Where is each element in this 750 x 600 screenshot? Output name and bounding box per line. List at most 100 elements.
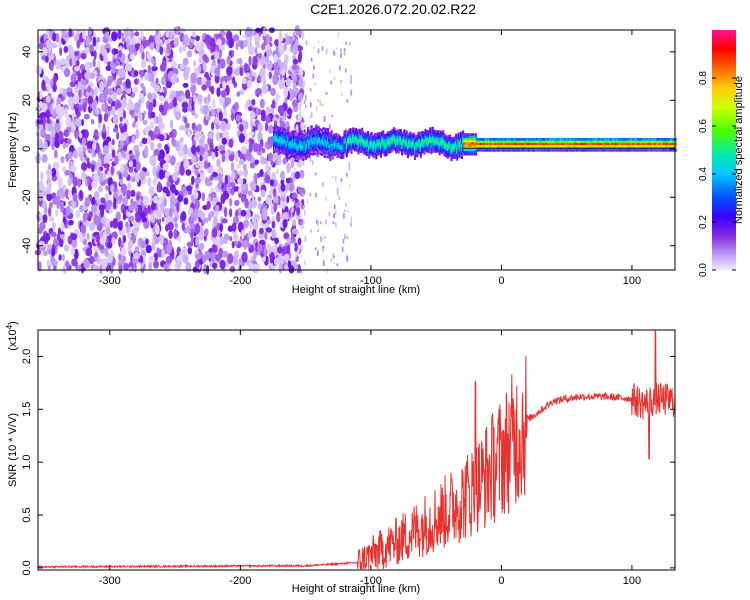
spectrogram-cell — [294, 167, 296, 172]
spectrogram-cell — [211, 121, 215, 131]
spectrogram-cell — [52, 32, 57, 42]
spectrogram-cell — [292, 63, 298, 71]
spectrogram-cell — [81, 137, 86, 146]
spectrogram-cell — [333, 255, 335, 259]
spectrogram-cell — [409, 131, 412, 135]
spectrogram-cell — [67, 190, 72, 200]
spectrogram-cell — [216, 87, 221, 98]
spectrogram-cell — [303, 80, 306, 87]
spectrogram-cell — [229, 208, 233, 218]
spectrogram-cell — [339, 65, 341, 71]
spectrogram-cell — [194, 112, 199, 119]
spectrogram-cell — [239, 158, 245, 165]
spectrogram-cell — [111, 237, 116, 245]
spectrogram-cell — [199, 224, 204, 234]
spectrogram-cell — [123, 110, 126, 120]
spectrogram-cell — [224, 98, 229, 107]
spectrogram-cell — [350, 78, 352, 84]
spectrogram-cell — [105, 185, 109, 191]
spectrogram-cell — [99, 258, 105, 265]
spectrogram-cell — [295, 39, 298, 45]
spectrogram-cell — [273, 202, 277, 213]
spectrogram-cell — [298, 130, 301, 133]
spectrogram-cell — [227, 253, 234, 265]
spectrogram-cell — [65, 261, 70, 268]
spectrogram-cell — [53, 264, 57, 271]
spectrogram-cell — [70, 233, 78, 241]
spectrogram-cell — [243, 62, 248, 72]
spectrogram-cell — [103, 247, 109, 254]
spectrogram-cell — [174, 189, 179, 196]
spectrogram-cell — [346, 255, 348, 261]
spectrogram-cell — [260, 115, 267, 122]
spectrogram-cell — [302, 160, 305, 165]
spectrogram-cell — [140, 82, 145, 89]
spectrogram-cell — [309, 125, 311, 128]
spectrogram-cell — [38, 139, 44, 150]
spectrogram-cell — [122, 197, 129, 206]
spectrogram-cell — [257, 75, 261, 83]
spectrogram-cell — [158, 134, 165, 141]
spectrogram-cell — [341, 246, 344, 252]
spectrogram-cell — [100, 197, 106, 204]
spectrogram-cell — [74, 66, 80, 72]
spectrogram-cell — [75, 210, 81, 218]
spectrogram-cell — [302, 205, 305, 209]
spectrogram-cell — [278, 61, 284, 69]
spectrogram-cell — [300, 121, 304, 131]
spectrogram-cell — [95, 234, 99, 243]
spectrogram-cell — [127, 231, 132, 239]
spectrogram-cell — [289, 181, 295, 192]
spectrogram-cell — [344, 234, 346, 240]
spectrogram-cell — [150, 57, 155, 65]
spectrogram-cell — [261, 43, 266, 51]
spectrogram-cell — [173, 216, 178, 223]
spectrogram-cell — [148, 102, 154, 112]
spectrogram-cell — [75, 106, 79, 115]
spectrogram-cell — [55, 103, 60, 115]
spectrogram-cell — [87, 175, 91, 187]
spectrogram-cell — [271, 171, 277, 182]
spectrogram-cell — [191, 31, 196, 38]
spectrogram-cell — [43, 233, 51, 242]
spectrogram-cell — [88, 255, 95, 265]
spectrogram-cell — [132, 158, 137, 168]
spectrogram-cell — [291, 228, 298, 235]
spectrogram-cell — [138, 69, 145, 76]
spectrogram-cell — [191, 175, 195, 185]
spectrogram-cell — [127, 240, 133, 248]
spectrogram-cell — [191, 86, 195, 98]
spectrogram-cell — [127, 182, 132, 193]
spectrogram-cell — [228, 154, 235, 162]
spectrogram-cell — [163, 263, 169, 270]
spectrogram-cell — [303, 100, 306, 105]
spectrogram-cell — [114, 114, 119, 125]
spectrogram-cell — [276, 155, 282, 166]
spectrogram-cell — [207, 115, 211, 121]
spectrogram-cell — [239, 66, 243, 77]
spectrogram-cell — [229, 197, 233, 207]
spectrogram-cell — [195, 259, 200, 269]
spectrogram-cell — [238, 170, 244, 177]
spectrogram-cell — [147, 177, 152, 187]
spectrogram-cell — [148, 260, 153, 271]
spectrogram-cell — [110, 105, 116, 116]
spectrogram-cell — [260, 156, 267, 165]
spectrogram-cell — [154, 84, 161, 93]
spectrogram-cell — [72, 192, 78, 202]
spectrogram-cell — [98, 244, 105, 251]
spectrogram-cell — [157, 142, 162, 150]
spectrogram-cell — [84, 61, 91, 71]
spectrogram-cell — [194, 223, 201, 235]
spectrogram-cell — [295, 131, 298, 135]
spectrogram-cell — [58, 237, 64, 248]
spectrogram-cell — [292, 58, 299, 65]
spectrogram-cell — [215, 204, 220, 213]
spectrogram-cell — [91, 203, 97, 214]
spectrogram-cell — [72, 150, 79, 159]
spectrogram-cell — [182, 82, 189, 88]
spectrogram-cell — [286, 162, 291, 173]
spectrogram-cell — [214, 238, 218, 246]
spectrogram-cell — [343, 48, 346, 52]
spectrogram-cell — [333, 261, 336, 265]
